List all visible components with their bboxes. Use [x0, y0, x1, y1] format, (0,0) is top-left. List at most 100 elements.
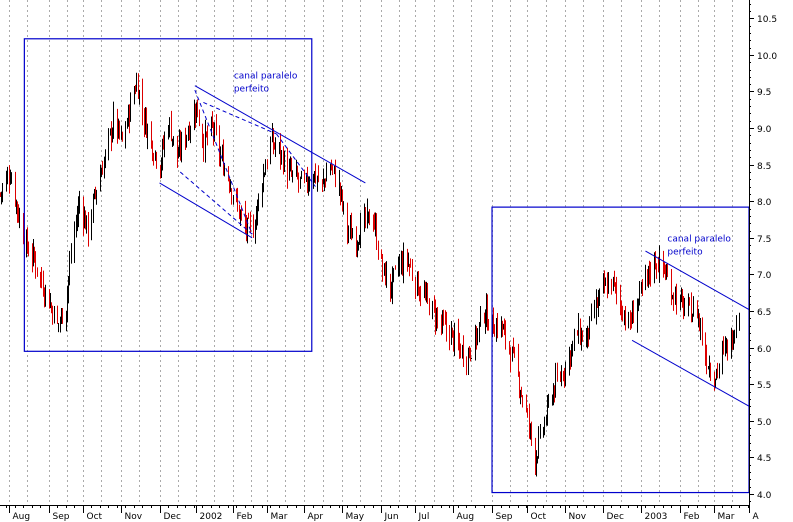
candle-429	[732, 329, 733, 350]
candle-body-10	[17, 202, 18, 213]
y-tick-label-1: 4.5	[757, 454, 771, 464]
candle-194	[331, 159, 332, 171]
candle-body-282	[480, 312, 481, 325]
candle-body-206	[351, 224, 352, 240]
candle-154	[263, 163, 264, 193]
candle-61	[104, 156, 105, 179]
candle-body-109	[186, 135, 187, 143]
candle-32	[54, 305, 55, 324]
candle-body-162	[275, 146, 276, 149]
candle-body-80	[136, 78, 137, 91]
candle-203	[347, 202, 348, 245]
candle-body-37	[62, 308, 63, 324]
candle-body-43	[74, 230, 75, 253]
candle-392	[667, 263, 668, 278]
candle-body-222	[378, 246, 379, 254]
candle-body-279	[476, 329, 477, 343]
candle-body-340	[580, 324, 581, 344]
candle-318	[543, 426, 544, 438]
candle-body-28	[49, 290, 50, 309]
candle-body-264	[451, 329, 452, 345]
candle-body-231	[393, 268, 394, 273]
candle-body-369	[630, 314, 631, 324]
candle-body-268	[458, 329, 459, 345]
candle-407	[693, 296, 694, 317]
candle-208	[356, 226, 357, 257]
candle-219	[374, 212, 375, 230]
candle-body-335	[571, 346, 572, 360]
candle-body-230	[392, 271, 393, 294]
candle-55	[94, 188, 95, 200]
candle-body-46	[78, 205, 79, 218]
candle-body-51	[86, 215, 87, 230]
candle-107	[181, 131, 182, 163]
candle-body-15	[26, 234, 27, 252]
candle-95	[162, 138, 163, 171]
candle-337	[574, 328, 575, 351]
candle-body-398	[680, 296, 681, 305]
candle-352	[599, 288, 600, 307]
candle-124	[212, 111, 213, 128]
candle-body-203	[347, 205, 348, 235]
candle-333	[569, 346, 570, 376]
candle-body-314	[536, 456, 537, 468]
candle-233	[398, 256, 399, 277]
candle-body-47	[79, 201, 80, 206]
candle-body-293	[501, 320, 502, 335]
candle-body-379	[647, 270, 648, 277]
candle-body-357	[608, 281, 609, 293]
candle-body-417	[710, 368, 711, 376]
candle-body-30	[51, 305, 52, 308]
candle-303	[518, 343, 519, 377]
candle-168	[287, 147, 288, 189]
candle-body-386	[658, 267, 659, 273]
candle-body-145	[247, 218, 248, 236]
candle-7	[11, 172, 12, 184]
candle-body-92	[156, 153, 157, 166]
candle-body-78	[134, 91, 135, 101]
candle-body-348	[594, 311, 595, 313]
candle-31	[52, 305, 53, 325]
candle-body-143	[245, 211, 246, 226]
candle-27	[45, 284, 46, 307]
candle-body-271	[462, 346, 463, 356]
candle-body-374	[638, 298, 639, 307]
candle-body-344	[587, 326, 588, 340]
candle-body-42	[71, 253, 72, 259]
candle-250	[426, 281, 427, 303]
candle-268	[458, 318, 459, 351]
candle-body-105	[179, 140, 180, 155]
channel-line-4	[179, 171, 253, 235]
candle-body-7	[11, 179, 12, 181]
candle-body-75	[128, 107, 129, 124]
candle-body-403	[688, 300, 689, 306]
candle-body-207	[352, 235, 353, 238]
candle-body-202	[343, 202, 344, 206]
candle-379	[647, 269, 648, 287]
candle-320	[546, 414, 547, 426]
candle-96	[163, 135, 164, 150]
candle-body-341	[581, 332, 582, 345]
candle-19	[33, 238, 34, 267]
candle-body-218	[373, 223, 374, 225]
candle-285	[486, 293, 487, 328]
candle-body-242	[412, 268, 413, 278]
candle-334	[570, 350, 571, 370]
candle-body-122	[207, 132, 208, 137]
candle-body-247	[420, 292, 421, 298]
candle-body-219	[374, 221, 375, 227]
candle-222	[378, 240, 379, 260]
candle-108	[185, 127, 186, 151]
candle-body-178	[304, 175, 305, 180]
candle-17	[28, 241, 29, 257]
candle-body-16	[27, 232, 28, 249]
candle-418	[714, 371, 715, 391]
candle-160	[273, 128, 274, 155]
candle-body-22	[37, 267, 38, 273]
candle-body-64	[110, 129, 111, 134]
candle-body-85	[145, 113, 146, 124]
candle-body-97	[164, 136, 165, 148]
candle-body-248	[424, 291, 425, 296]
candle-129	[220, 146, 221, 167]
candle-189	[323, 168, 324, 185]
